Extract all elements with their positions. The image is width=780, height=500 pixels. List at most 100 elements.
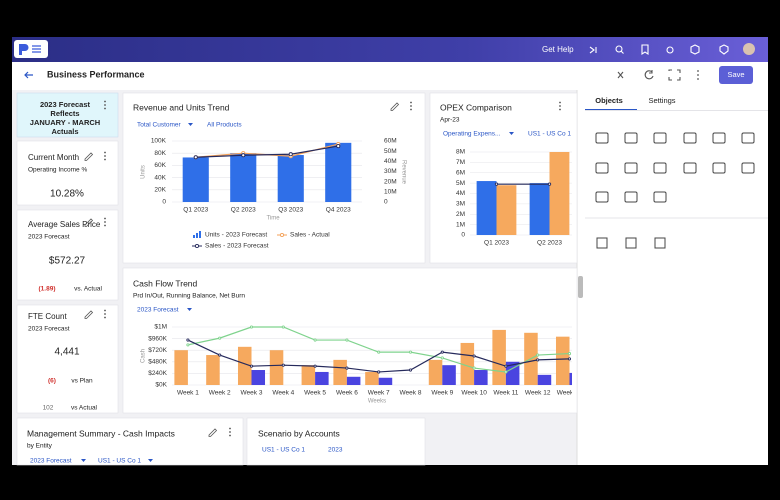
- object-icon[interactable]: [653, 191, 667, 203]
- x-axis-label: Time: [266, 216, 280, 222]
- object-icon[interactable]: [741, 162, 755, 174]
- tab[interactable]: Settings: [648, 96, 675, 105]
- line-point: [186, 338, 190, 342]
- line-point: [336, 144, 341, 149]
- kebab-dot: [104, 100, 106, 103]
- panel: [246, 417, 426, 466]
- refresh-icon[interactable]: [644, 70, 654, 80]
- save-button[interactable]: [719, 66, 753, 84]
- object-icon[interactable]: [653, 132, 667, 144]
- filter[interactable]: 2023 Forecast: [30, 458, 72, 465]
- kebab-dot: [104, 221, 106, 223]
- edit-icon[interactable]: [390, 102, 400, 111]
- object-icon[interactable]: [683, 162, 697, 174]
- filter[interactable]: 2023: [328, 447, 343, 454]
- object-icon[interactable]: [595, 132, 609, 144]
- tick-label: 0: [384, 199, 388, 206]
- bar: [174, 350, 188, 385]
- panel-title: Management Summary - Cash Impacts: [27, 428, 175, 438]
- object-icon[interactable]: [624, 191, 638, 203]
- card-variance: 102: [43, 405, 54, 412]
- tool-icon[interactable]: [596, 237, 608, 249]
- note-line: JANUARY - MARCH: [30, 118, 100, 127]
- tick-label: 10M: [384, 189, 397, 196]
- object-icon[interactable]: [595, 191, 609, 203]
- tick-label: $0K: [155, 382, 167, 389]
- settings-icon[interactable]: [666, 46, 674, 54]
- panel-title: Scenario by Accounts: [258, 428, 340, 438]
- kpi-card: [16, 140, 119, 206]
- legend-label[interactable]: Sales - 2023 Forecast: [205, 243, 269, 250]
- x-tick-label: Q2 2023: [231, 207, 256, 214]
- kpi-card: [16, 209, 119, 301]
- object-icon[interactable]: [653, 162, 667, 174]
- filter[interactable]: 2023 Forecast: [137, 307, 179, 314]
- object-icon[interactable]: [624, 132, 638, 144]
- edit-icon[interactable]: [84, 310, 94, 319]
- object-palette: [595, 132, 755, 249]
- filter[interactable]: All Products: [207, 122, 242, 129]
- variable-icon[interactable]: [617, 71, 624, 79]
- bar: [301, 365, 316, 385]
- legend-label[interactable]: Sales - Actual: [290, 232, 330, 239]
- line-point: [440, 350, 444, 354]
- object-icon[interactable]: [683, 132, 697, 144]
- filter[interactable]: Total Customer: [137, 122, 182, 129]
- caret: [188, 123, 193, 126]
- x-tick-label: Week 7: [368, 390, 390, 397]
- avatar[interactable]: [743, 43, 755, 55]
- kebab-dot: [559, 105, 561, 107]
- legend-label[interactable]: Units - 2023 Forecast: [205, 232, 267, 239]
- menu-icon[interactable]: [32, 45, 41, 53]
- cube-icon[interactable]: [690, 44, 700, 55]
- line-point: [193, 155, 198, 160]
- object-icon[interactable]: [595, 162, 609, 174]
- tick-label: 30M: [384, 168, 397, 175]
- save-label: Save: [727, 70, 744, 79]
- edit-icon[interactable]: [84, 152, 94, 161]
- help-link[interactable]: Get Help: [542, 45, 574, 54]
- object-icon[interactable]: [712, 132, 726, 144]
- bar: [549, 152, 570, 235]
- tick-label: 6M: [456, 169, 465, 176]
- tab-underline: [585, 109, 637, 111]
- edit-icon[interactable]: [208, 428, 218, 437]
- expand-icon[interactable]: [668, 69, 681, 81]
- tick-label: $240K: [148, 370, 167, 377]
- line-point: [218, 336, 222, 340]
- search-icon[interactable]: [615, 45, 623, 53]
- filter[interactable]: US1 - US Co 1: [262, 447, 305, 454]
- tick-label: $480K: [148, 359, 167, 366]
- caret: [148, 459, 153, 462]
- back-button[interactable]: [24, 71, 33, 79]
- kebab-dot: [104, 151, 106, 154]
- kebab-dot: [229, 434, 231, 437]
- tool-icon[interactable]: [625, 237, 637, 249]
- tab[interactable]: Objects: [595, 96, 623, 105]
- scrollbar[interactable]: [578, 276, 583, 298]
- edit-icon[interactable]: [84, 218, 94, 227]
- filter[interactable]: US1 - US Co 1: [98, 458, 141, 465]
- filter[interactable]: Operating Expens...: [443, 131, 501, 138]
- kebab-dot: [697, 70, 699, 72]
- tick-label: 0: [461, 232, 465, 239]
- object-icon[interactable]: [712, 162, 726, 174]
- line-point: [345, 366, 349, 370]
- bar: [555, 336, 570, 385]
- tool-icon[interactable]: [654, 237, 666, 249]
- bookmark-icon[interactable]: [641, 44, 649, 56]
- tick-label: 1M: [456, 221, 465, 228]
- toolbar: [12, 62, 768, 90]
- tick-label: 5M: [456, 180, 465, 187]
- object-icon[interactable]: [624, 162, 638, 174]
- filter[interactable]: US1 - US Co 1: [528, 131, 571, 138]
- search-handle: [620, 50, 624, 54]
- announce-icon[interactable]: [589, 46, 597, 54]
- side-panel: [577, 90, 768, 465]
- bar: [206, 355, 220, 385]
- card-title: FTE Count: [28, 312, 67, 321]
- kebab-dot: [104, 107, 106, 110]
- object-icon[interactable]: [741, 132, 755, 144]
- bell-icon[interactable]: [719, 44, 729, 55]
- card-variance-label: vs Actual: [71, 405, 98, 412]
